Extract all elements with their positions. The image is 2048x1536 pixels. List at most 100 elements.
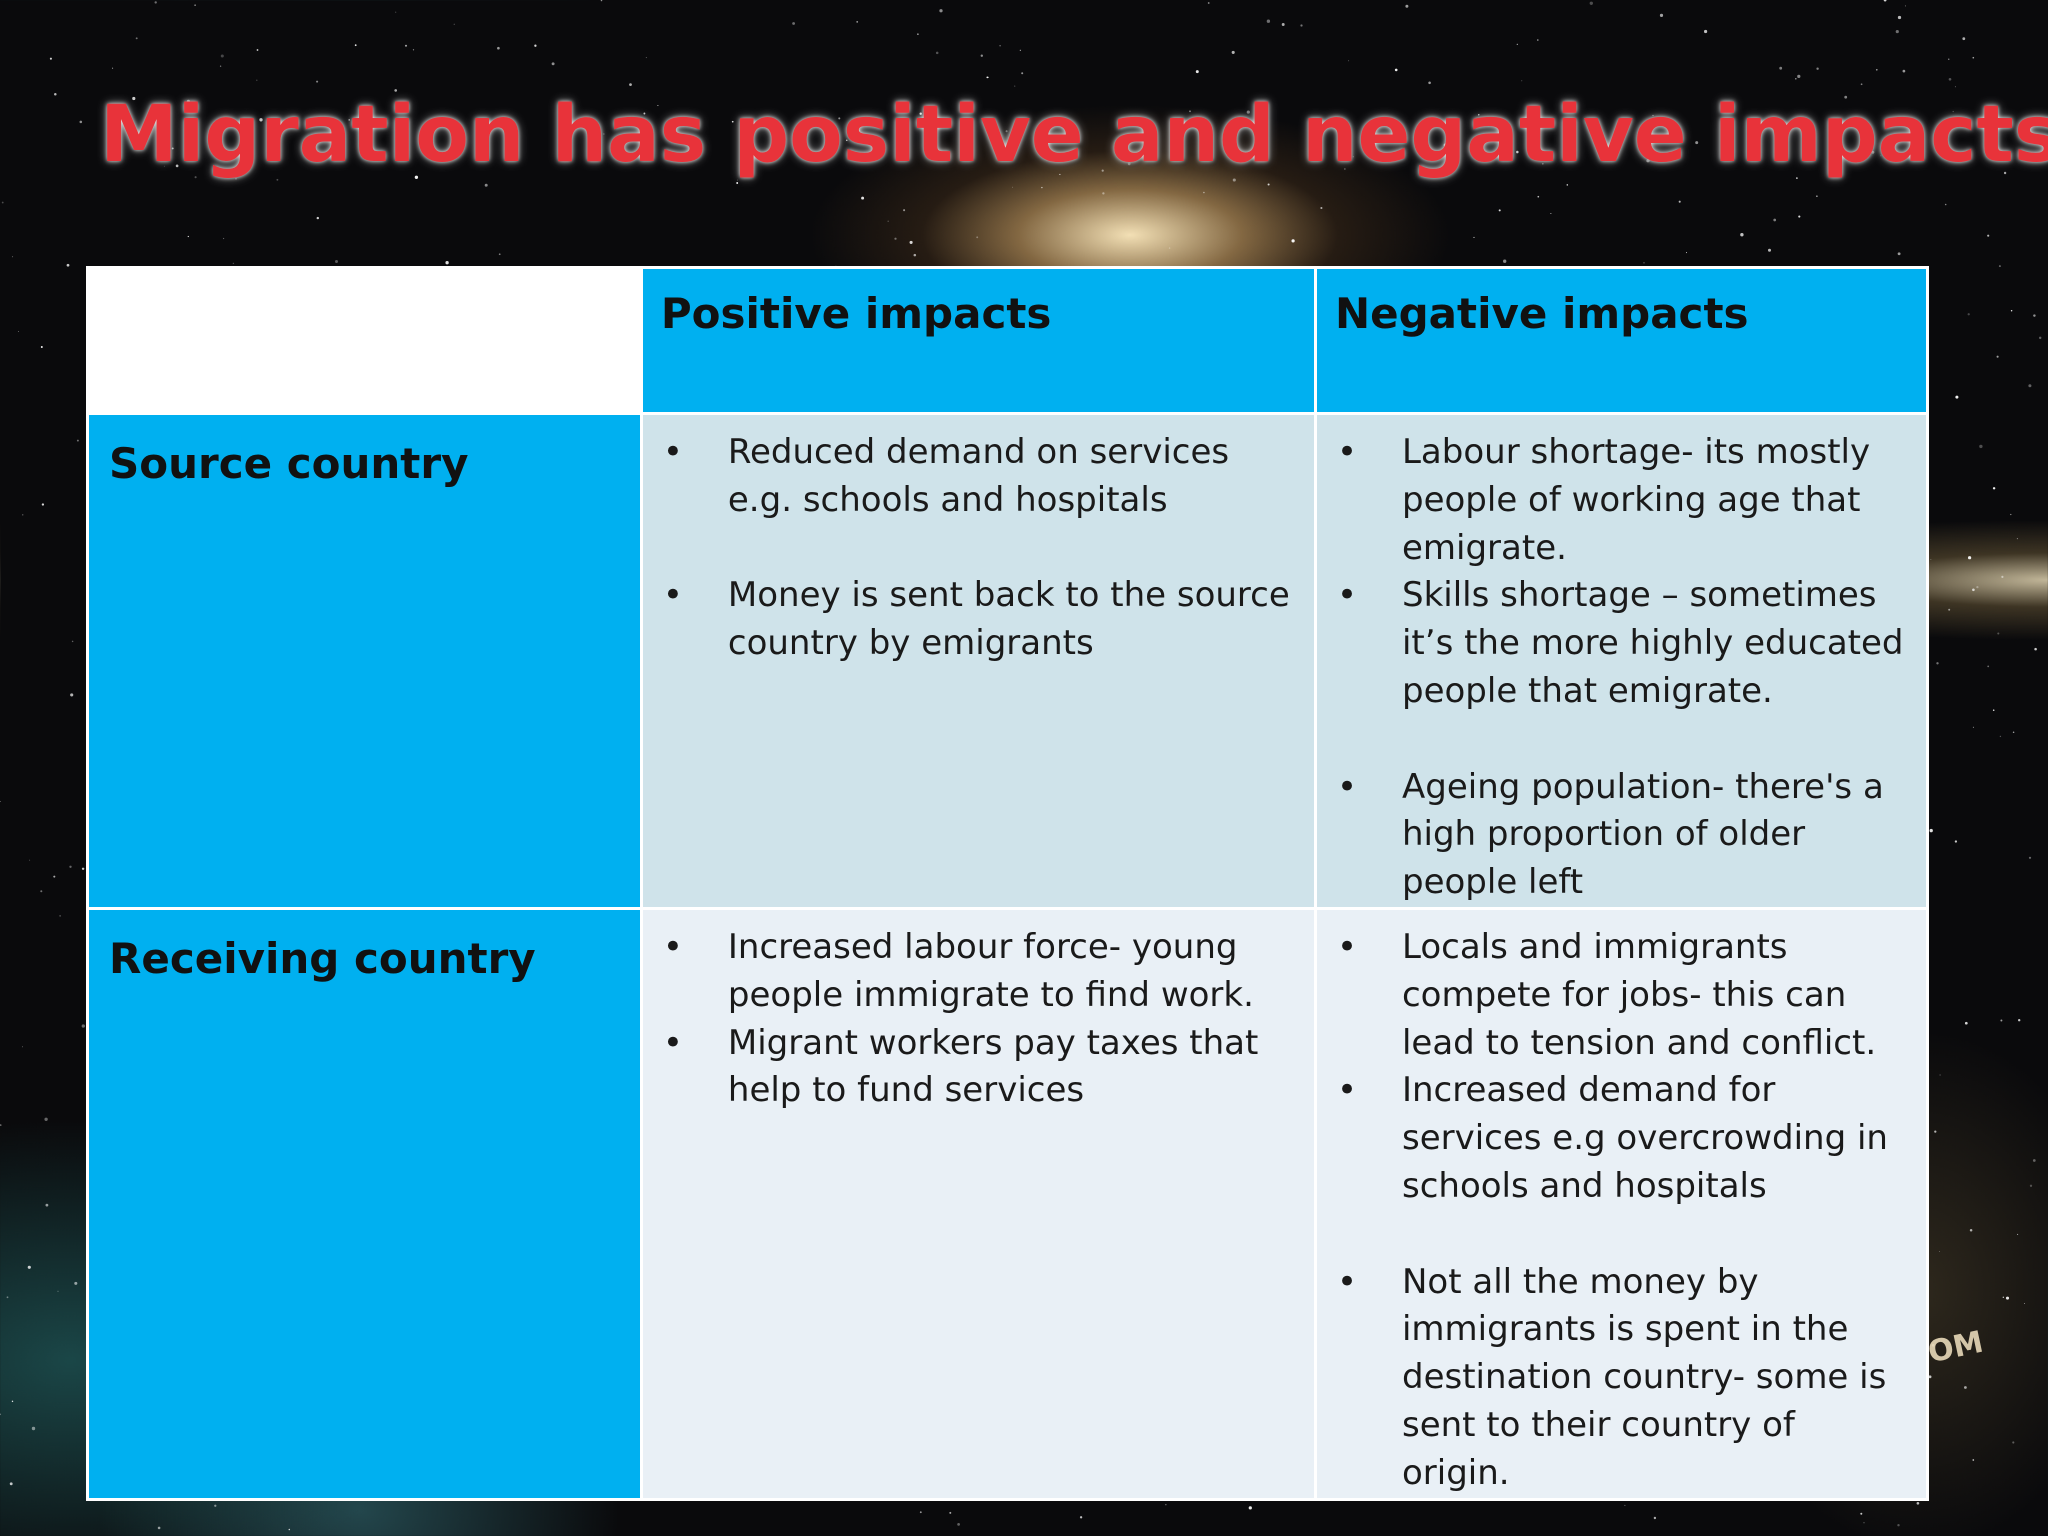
- star: [22, 514, 24, 516]
- star: [11, 1400, 14, 1403]
- star: [1976, 585, 1979, 589]
- star: [887, 220, 889, 222]
- star: [1405, 4, 1409, 8]
- impacts-table: Positive impacts Negative impacts Source…: [86, 266, 1930, 1501]
- star: [2000, 1019, 2003, 1022]
- star: [2029, 1184, 2033, 1187]
- star: [1203, 191, 1205, 194]
- star: [1863, 1522, 1865, 1524]
- star: [856, 21, 859, 23]
- star: [1897, 15, 1902, 20]
- star: [2002, 1296, 2004, 1298]
- star: [1503, 259, 1507, 263]
- star: [69, 865, 72, 868]
- star: [9, 1482, 13, 1486]
- source-negative-list: Labour shortage- its mostly people of wo…: [1317, 415, 1926, 907]
- star: [40, 346, 43, 348]
- star: [1968, 556, 1972, 560]
- star: [81, 867, 85, 871]
- table-header-row: Positive impacts Negative impacts: [86, 266, 1930, 415]
- star: [1916, 1501, 1920, 1505]
- star: [22, 1046, 24, 1048]
- row-label-cell: Source country: [86, 412, 643, 910]
- list-item: Increased labour force- young people imm…: [663, 924, 1296, 1020]
- star: [1972, 588, 1975, 592]
- star: [395, 11, 397, 13]
- table-row-source-country: Source country Reduced demand on service…: [86, 412, 1930, 910]
- list-item: Skills shortage – sometimes it’s the mor…: [1337, 572, 1908, 715]
- list-item: Migrant workers pay taxes that help to f…: [663, 1020, 1296, 1116]
- source-positive-cell: Reduced demand on services e.g. schools …: [639, 412, 1317, 910]
- star: [1902, 69, 1906, 73]
- star: [1704, 29, 1708, 34]
- star: [45, 1203, 49, 1207]
- star: [154, 1, 157, 4]
- star: [135, 37, 138, 40]
- slide-title: Migration has positive and negative impa…: [100, 90, 2048, 180]
- row-label-receiving-country: Receiving country: [109, 933, 536, 983]
- star: [939, 9, 943, 13]
- star: [194, 4, 196, 6]
- star: [2012, 1441, 2015, 1444]
- star: [1291, 239, 1295, 243]
- star: [1537, 39, 1539, 41]
- star: [1972, 726, 1974, 728]
- star: [1929, 828, 1933, 833]
- star: [1964, 1021, 1968, 1025]
- star: [1394, 68, 1398, 72]
- star: [1962, 37, 1966, 41]
- star: [1998, 265, 2001, 268]
- star: [256, 49, 259, 51]
- star: [70, 693, 74, 697]
- star: [645, 57, 647, 59]
- star: [1300, 24, 1303, 27]
- star: [913, 253, 917, 257]
- star: [81, 1024, 85, 1028]
- star: [1979, 444, 1983, 449]
- star: [2010, 513, 2012, 516]
- star: [17, 330, 19, 332]
- star: [1195, 70, 1199, 74]
- star: [59, 915, 61, 917]
- star: [2034, 647, 2037, 651]
- receiving-positive-cell: Increased labour force- young people imm…: [639, 906, 1317, 1501]
- star: [1021, 72, 1024, 75]
- star: [1740, 233, 1744, 237]
- list-item: Reduced demand on services e.g. schools …: [663, 429, 1296, 525]
- star: [40, 890, 43, 893]
- watermark-logo: OM: [1924, 1324, 1987, 1371]
- star: [223, 237, 225, 240]
- star: [1678, 200, 1681, 203]
- star: [497, 46, 500, 50]
- star: [909, 240, 913, 244]
- star: [1955, 395, 1959, 399]
- star: [1944, 203, 1947, 206]
- star: [1348, 60, 1350, 62]
- star: [445, 261, 449, 265]
- star: [219, 65, 222, 67]
- star: [2016, 538, 2018, 540]
- star: [1954, 840, 1958, 843]
- star: [57, 1290, 59, 1292]
- star: [1897, 252, 1901, 256]
- star: [1207, 2, 1210, 4]
- list-item: Increased demand for services e.g overcr…: [1337, 1067, 1908, 1210]
- star: [1969, 1229, 1973, 1232]
- star: [0, 801, 1, 803]
- star: [935, 51, 939, 55]
- star: [1589, 1, 1593, 5]
- star: [187, 235, 189, 238]
- source-negative-cell: Labour shortage- its mostly people of wo…: [1313, 412, 1930, 910]
- star: [54, 92, 57, 96]
- star: [404, 44, 408, 47]
- star: [2028, 856, 2032, 859]
- star: [1079, 1516, 1083, 1519]
- header-positive-impacts: Positive impacts: [639, 266, 1317, 415]
- star: [976, 236, 979, 239]
- star: [1987, 234, 1990, 237]
- star: [1019, 49, 1021, 51]
- star: [74, 1281, 78, 1285]
- star: [2028, 384, 2032, 388]
- star: [157, 1526, 161, 1530]
- star: [1964, 1386, 1967, 1389]
